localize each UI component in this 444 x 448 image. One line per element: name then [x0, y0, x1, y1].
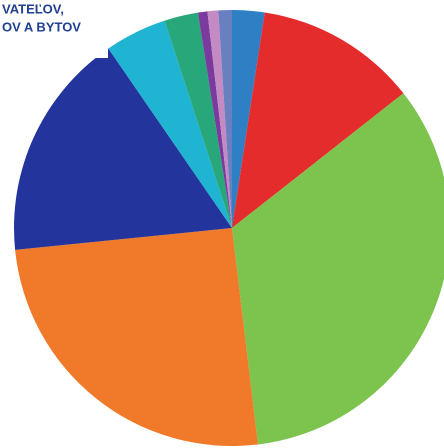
- pie-slice: [197, 11, 232, 229]
- pie-slice: [15, 228, 258, 446]
- pie-slice: [232, 12, 404, 228]
- pie: [14, 10, 444, 446]
- pie-slice: [232, 93, 444, 445]
- pie-slice: [108, 20, 232, 229]
- chart-title-line: OV A BYTOV: [2, 20, 81, 35]
- pie-slice: [164, 12, 232, 228]
- pie-slice: [232, 10, 265, 228]
- chart-title-line: VATEĽOV,: [2, 2, 64, 17]
- pie-slice: [207, 10, 232, 228]
- pie-slice: [218, 10, 232, 228]
- title-backdrop: [0, 0, 108, 58]
- pie-slice: [14, 48, 233, 250]
